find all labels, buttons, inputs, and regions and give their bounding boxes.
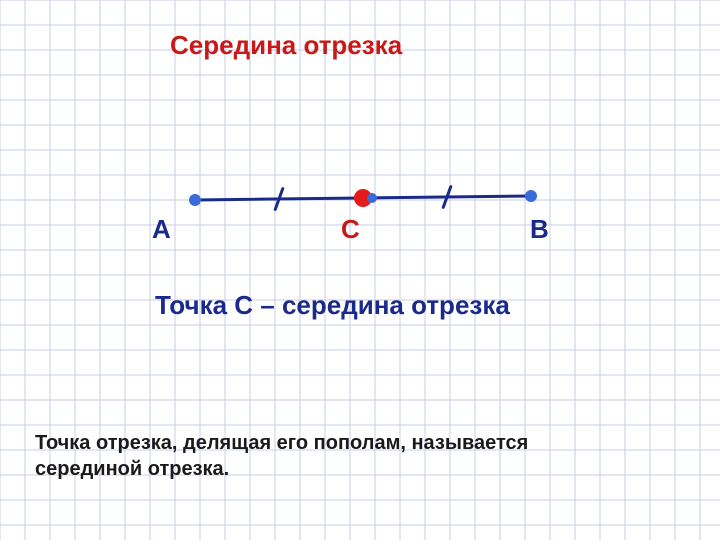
slide-title: Середина отрезка: [170, 30, 402, 61]
slide-stage: Середина отрезка A В С Точка С – середин…: [0, 0, 720, 540]
definition-line1: Точка отрезка, делящая его пополам, назы…: [35, 430, 528, 456]
point-label-c: С: [341, 214, 360, 245]
caption-text: Точка С – середина отрезка: [155, 290, 510, 321]
definition-text: Точка отрезка, делящая его пополам, назы…: [35, 430, 528, 482]
point-label-a: A: [152, 214, 171, 245]
point-label-b: В: [530, 214, 549, 245]
definition-line2: серединой отрезка.: [35, 456, 528, 482]
